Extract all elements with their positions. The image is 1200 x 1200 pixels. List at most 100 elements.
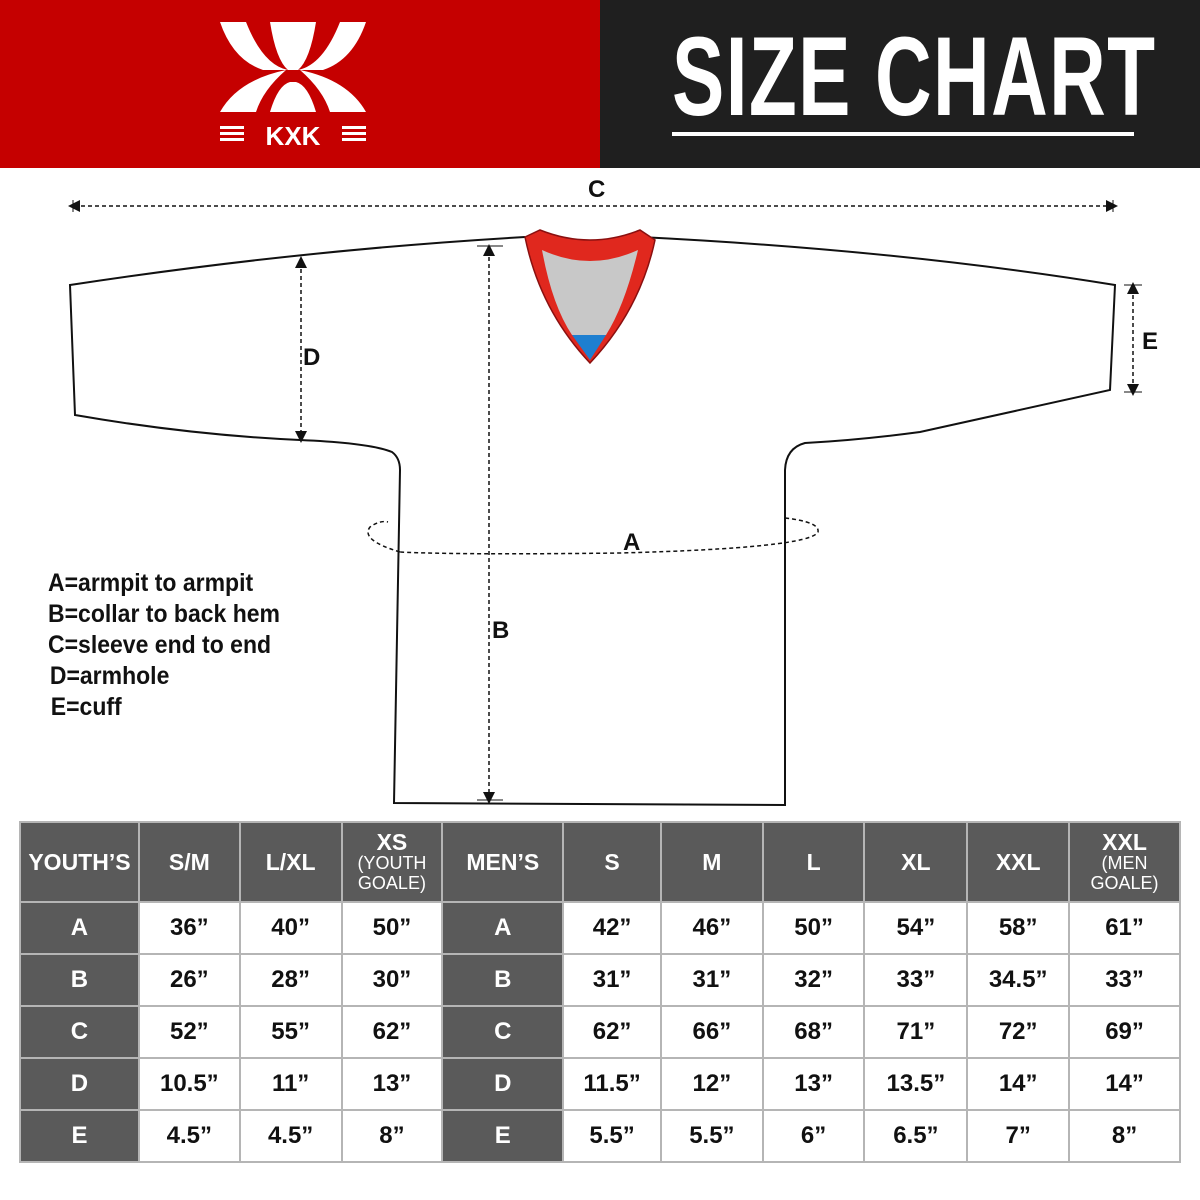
column-header: L/XL xyxy=(238,821,343,903)
row-key: E xyxy=(19,1109,140,1163)
label-e: E xyxy=(1142,328,1159,355)
measurement-cell: 42” xyxy=(562,901,662,955)
measurement-cell: 36” xyxy=(137,901,241,955)
measurement-cell: 40” xyxy=(238,901,343,955)
measurement-cell: 11” xyxy=(238,1057,343,1111)
measurement-cell: 8” xyxy=(1068,1109,1181,1163)
measurement-cell: 12” xyxy=(660,1057,764,1111)
column-header: XS (YOUTH GOALE) xyxy=(340,821,444,903)
label-a: A xyxy=(623,529,641,556)
measurement-cell: 46” xyxy=(660,901,764,955)
row-key: C xyxy=(19,1005,140,1059)
measurement-cell: 62” xyxy=(562,1005,662,1059)
measurement-cell: 7” xyxy=(966,1109,1071,1163)
title-banner xyxy=(600,0,1200,168)
measurement-cell: 13” xyxy=(340,1057,444,1111)
size-label: XXL xyxy=(1102,829,1147,855)
column-header: S xyxy=(562,821,662,903)
measurement-cell: 4.5” xyxy=(137,1109,241,1163)
measurement-cell: 31” xyxy=(660,953,764,1007)
youth-header: YOUTH’S xyxy=(19,821,140,903)
column-header: S/M xyxy=(137,821,241,903)
kxk-logo: KXK xyxy=(220,22,366,150)
legend-item: D=armhole xyxy=(49,662,170,690)
column-header: M xyxy=(660,821,764,903)
measurement-cell: 33” xyxy=(863,953,969,1007)
size-note: (YOUTH GOALE) xyxy=(357,853,427,893)
page-title: SIZE CHART xyxy=(672,14,1157,139)
column-header: XXL xyxy=(966,821,1071,903)
measurement-cell: 68” xyxy=(761,1005,866,1059)
measurement-cell: 14” xyxy=(1068,1057,1181,1111)
size-label: XS xyxy=(376,829,408,855)
label-d: D xyxy=(303,344,321,371)
measurement-cell: 8” xyxy=(340,1109,444,1163)
legend-item: A=armpit to armpit xyxy=(48,569,254,597)
row-key: E xyxy=(441,1109,565,1163)
jersey-outline xyxy=(68,236,1117,807)
size-table: YOUTH’S S/M L/XL XS (YOUTH GOALE) MEN’S S M L XL X… xyxy=(19,821,1181,1163)
measurement-cell: 28” xyxy=(238,953,343,1007)
measurement-cell: 4.5” xyxy=(238,1109,343,1163)
measurement-cell: 26” xyxy=(137,953,241,1007)
measurement-cell: 72” xyxy=(966,1005,1071,1059)
measurement-cell: 58” xyxy=(966,901,1071,955)
measurement-cell: 50” xyxy=(340,901,444,955)
measurement-cell: 32” xyxy=(761,953,866,1007)
measurement-legend: A=armpit to armpit B=collar to back hem … xyxy=(48,568,300,723)
measurement-cell: 5.5” xyxy=(660,1109,764,1163)
table-row: A 36” 40” 50” A 42” 46” 50” 54” 58” 61” xyxy=(19,901,1181,955)
title-underline xyxy=(672,132,1134,136)
measurement-cell: 71” xyxy=(863,1005,969,1059)
row-key: B xyxy=(19,953,140,1007)
column-header: XL xyxy=(863,821,969,903)
table-header-row: YOUTH’S S/M L/XL XS (YOUTH GOALE) MEN’S S M L XL X… xyxy=(19,821,1181,903)
size-note: (MEN GOALE) xyxy=(1090,853,1159,893)
measurement-cell: 61” xyxy=(1068,901,1181,955)
legend-item: B=collar to back hem xyxy=(48,600,281,628)
measurement-cell: 30” xyxy=(340,953,444,1007)
measurement-cell: 69” xyxy=(1068,1005,1181,1059)
measurement-cell: 62” xyxy=(340,1005,444,1059)
legend-item: C=sleeve end to end xyxy=(48,631,272,659)
row-key: B xyxy=(441,953,565,1007)
measurement-cell: 13.5” xyxy=(863,1057,969,1111)
table-row: D 10.5” 11” 13” D 11.5” 12” 13” 13.5” 14” 14” xyxy=(19,1057,1181,1111)
table-row: C 52” 55” 62” C 62” 66” 68” 71” 72” 69” xyxy=(19,1005,1181,1059)
row-key: C xyxy=(441,1005,565,1059)
measurement-cell: 10.5” xyxy=(137,1057,241,1111)
collar-inner xyxy=(542,250,638,335)
measurement-cell: 34.5” xyxy=(966,953,1071,1007)
measurement-cell: 33” xyxy=(1068,953,1181,1007)
measurement-cell: 31” xyxy=(562,953,662,1007)
measurement-cell: 52” xyxy=(137,1005,241,1059)
dimension-a xyxy=(367,517,819,555)
measurement-cell: 54” xyxy=(863,901,969,955)
column-header: L xyxy=(761,821,866,903)
row-key: A xyxy=(441,901,565,955)
label-b: B xyxy=(492,617,510,644)
jersey-diagram xyxy=(68,200,1142,807)
table-row: E 4.5” 4.5” 8” E 5.5” 5.5” 6” 6.5” 7” 8” xyxy=(19,1109,1181,1163)
measurement-cell: 66” xyxy=(660,1005,764,1059)
column-header: XXL (MEN GOALE) xyxy=(1068,821,1181,903)
table-row: B 26” 28” 30” B 31” 31” 32” 33” 34.5” 33” xyxy=(19,953,1181,1007)
row-key: A xyxy=(19,901,140,955)
measurement-cell: 13” xyxy=(761,1057,866,1111)
measurement-cell: 6.5” xyxy=(863,1109,969,1163)
measurement-cell: 11.5” xyxy=(562,1057,662,1111)
row-key: D xyxy=(441,1057,565,1111)
measurement-cell: 5.5” xyxy=(562,1109,662,1163)
svg-text:KXK: KXK xyxy=(266,121,321,150)
legend-item: E=cuff xyxy=(50,693,122,721)
row-key: D xyxy=(19,1057,140,1111)
measurement-cell: 6” xyxy=(761,1109,866,1163)
collar-blue xyxy=(572,335,606,360)
men-header: MEN’S xyxy=(441,821,565,903)
measurement-cell: 55” xyxy=(238,1005,343,1059)
measurement-cell: 50” xyxy=(761,901,866,955)
brand-banner: KXK xyxy=(0,0,600,168)
measurement-cell: 14” xyxy=(966,1057,1071,1111)
label-c: C xyxy=(588,176,606,203)
